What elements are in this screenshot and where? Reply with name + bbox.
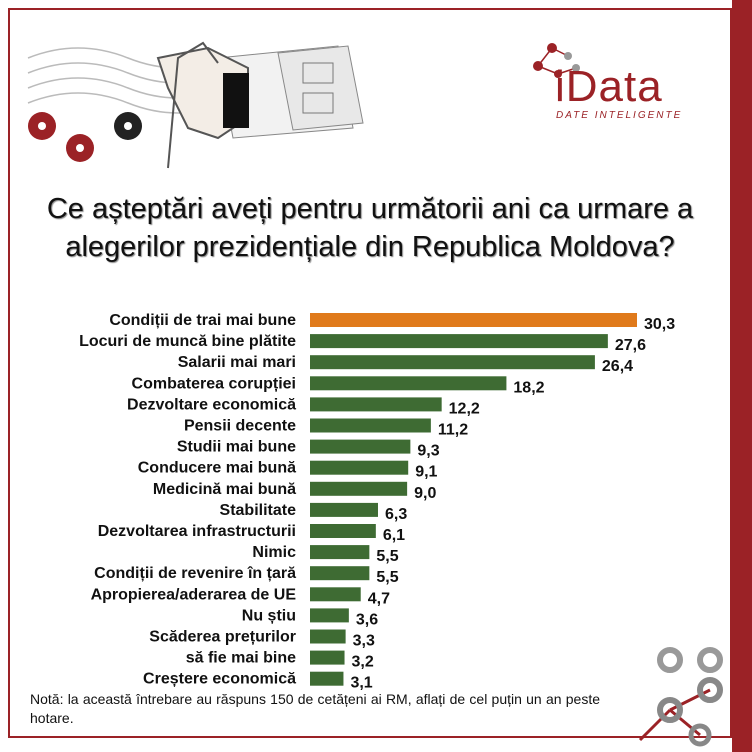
category-label: Pensii decente [184,418,296,435]
category-label: Combaterea corupției [132,375,296,392]
bar [310,671,344,686]
value-label: 12,2 [449,400,480,417]
decorative-network-bottom-right [638,647,723,747]
value-label: 27,6 [615,337,646,354]
value-label: 3,1 [350,675,372,692]
category-label: Creștere economică [143,671,296,688]
chart-title: Ce așteptări aveți pentru următorii ani … [46,193,694,263]
logo-wordmark: iData [555,62,663,111]
bar [310,629,346,644]
value-label: 5,5 [376,548,398,565]
value-label: 26,4 [602,358,633,375]
value-label: 5,5 [376,569,398,586]
bar [310,502,378,517]
value-label: 30,3 [644,316,675,333]
value-label: 9,0 [414,485,436,502]
category-label: Salarii mai mari [178,354,296,371]
category-label: Condiții de trai mai bune [109,312,296,329]
bar [310,418,431,433]
logo-network-icon [533,43,580,78]
bar [310,566,370,581]
bar [310,355,595,370]
value-label: 18,2 [513,379,544,396]
category-label: Stabilitate [220,502,297,519]
category-label: Conducere mai bună [138,460,296,477]
value-label: 11,2 [438,422,468,439]
passport-illustration [27,41,364,169]
bar [310,376,507,391]
bar [310,524,376,538]
value-label: 9,1 [415,464,437,481]
footnote: Notă: la această întrebare au răspuns 15… [30,691,600,726]
value-label: 3,2 [352,654,374,671]
value-label: 3,3 [353,633,375,650]
decorative-dots-left [28,112,142,162]
bar [310,397,442,412]
category-label: Condiții de revenire în țară [94,565,296,582]
category-label: să fie mai bine [186,650,296,667]
category-label: Dezvoltarea infrastructurii [98,523,296,540]
category-label: Locuri de muncă bine plătite [79,333,296,350]
bar [310,481,408,496]
bar [310,313,637,327]
category-label: Nu știu [242,607,296,624]
bar [310,545,370,560]
right-accent-bar [732,0,752,752]
value-label: 6,1 [383,527,405,544]
logo-tagline: DATE INTELIGENTE [556,110,683,121]
category-label: Scăderea prețurilor [149,629,296,646]
value-label: 4,7 [368,590,390,607]
bar [310,650,345,665]
value-label: 3,6 [356,611,378,628]
category-label: Dezvoltare economică [127,396,296,413]
value-label: 9,3 [417,443,439,460]
category-label: Nimic [252,544,296,561]
bar [310,439,411,454]
value-label: 6,3 [385,506,407,523]
bar [310,608,349,623]
bar [310,460,409,475]
category-label: Medicină mai bună [153,481,296,498]
bar [310,587,361,602]
category-label: Apropierea/aderarea de UE [91,586,297,603]
bar [310,334,608,349]
category-label: Studii mai bune [177,439,296,456]
